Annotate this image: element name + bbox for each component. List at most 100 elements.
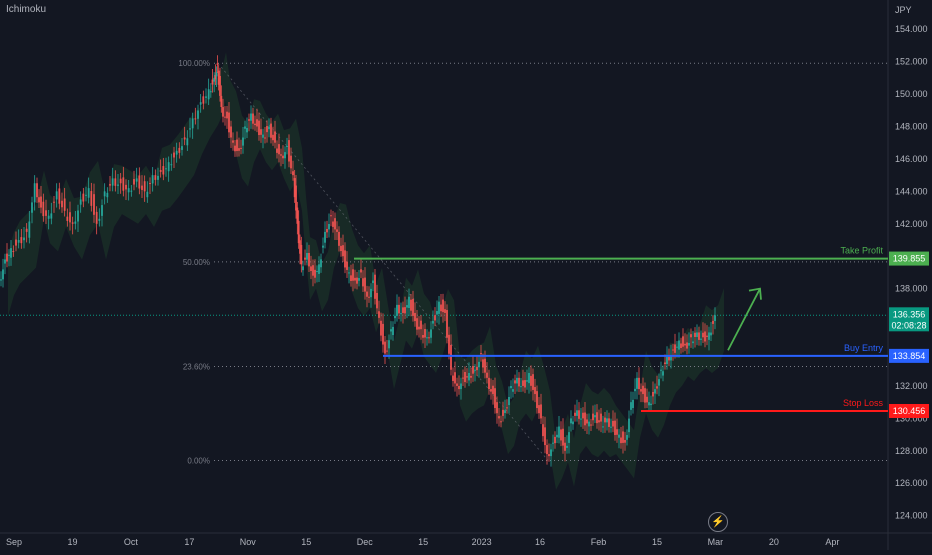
- x-tick-label: Feb: [591, 537, 607, 547]
- indicator-label[interactable]: Ichimoku: [6, 4, 47, 15]
- candle-body: [576, 410, 578, 416]
- candle-body: [280, 154, 282, 156]
- candle-body: [668, 356, 670, 361]
- y-tick-label: 148.000: [895, 121, 928, 131]
- candle-body: [295, 185, 297, 211]
- candle-body: [386, 350, 388, 352]
- candle-body: [526, 380, 528, 382]
- x-tick-label: 17: [184, 537, 194, 547]
- candle-body: [186, 138, 189, 146]
- candle-body: [594, 415, 596, 418]
- candle-body: [109, 184, 111, 186]
- lightning-icon[interactable]: ⚡: [708, 512, 728, 532]
- candle-body: [562, 428, 564, 446]
- stop-loss-label: Stop Loss: [843, 398, 884, 408]
- candle-body: [312, 265, 314, 276]
- candle-body: [630, 402, 632, 410]
- candle-body: [546, 445, 548, 455]
- candle-body: [430, 329, 432, 338]
- projection-arrow-head: [748, 287, 762, 300]
- candle-body: [45, 210, 47, 216]
- candle-body: [63, 198, 66, 211]
- candle-body: [103, 191, 106, 197]
- candle-body: [468, 372, 470, 381]
- candle-body: [300, 244, 303, 265]
- candle-body: [55, 191, 58, 200]
- candle-body: [71, 222, 74, 224]
- candle-body: [586, 419, 588, 424]
- y-tick-label: 150.000: [895, 89, 928, 99]
- candle-body: [209, 91, 212, 93]
- candle-body: [490, 389, 492, 392]
- candle-body: [326, 228, 328, 233]
- x-tick-label: 19: [67, 537, 77, 547]
- candle-body: [199, 102, 202, 105]
- candle-body: [340, 245, 342, 252]
- candle-body: [444, 309, 446, 313]
- candle-body: [590, 424, 592, 426]
- candle-body: [219, 76, 221, 96]
- candle-body: [680, 343, 682, 348]
- y-tick-label: 154.000: [895, 24, 928, 34]
- candle-body: [15, 239, 17, 246]
- candle-body: [276, 148, 278, 153]
- candle-body: [688, 342, 690, 346]
- x-tick-label: Nov: [240, 537, 257, 547]
- candle-body: [658, 379, 660, 386]
- fib-level-label: 0.00%: [187, 457, 210, 466]
- y-tick-label: 138.000: [895, 284, 928, 294]
- candle-body: [258, 120, 260, 136]
- candle-body: [304, 257, 306, 260]
- candle-body: [644, 388, 646, 403]
- candle-body: [422, 335, 424, 338]
- candle-body: [414, 312, 416, 322]
- candle-body: [165, 168, 167, 170]
- currency-label: JPY: [895, 5, 912, 15]
- stop-loss-price-text: 130.456: [893, 406, 926, 416]
- candle-body: [143, 181, 146, 192]
- candle-body: [382, 323, 384, 345]
- candle-body: [434, 315, 436, 321]
- candle-body: [520, 386, 522, 388]
- candle-body: [492, 385, 494, 395]
- y-tick-label: 124.000: [895, 511, 928, 521]
- candle-body: [570, 418, 572, 424]
- candle-body: [584, 412, 586, 426]
- take-profit-label: Take Profit: [840, 246, 883, 256]
- candle-body: [502, 409, 504, 416]
- candle-body: [4, 259, 6, 264]
- y-tick-label: 144.000: [895, 186, 928, 196]
- candle-body: [238, 148, 240, 151]
- candle-body: [462, 377, 464, 379]
- candle-body: [496, 402, 498, 414]
- candle-body: [558, 426, 560, 438]
- candle-body: [170, 164, 173, 166]
- y-tick-label: 126.000: [895, 478, 928, 488]
- candle-body: [666, 356, 668, 364]
- candle-body: [42, 201, 45, 217]
- candle-body: [686, 342, 688, 349]
- candle-body: [442, 299, 444, 313]
- buy-entry-label: Buy Entry: [844, 343, 884, 353]
- candle-body: [574, 412, 576, 416]
- candle-body: [622, 431, 624, 443]
- candle-body: [82, 193, 85, 202]
- candle-body: [482, 359, 484, 368]
- candle-body: [288, 140, 290, 162]
- candle-body: [272, 134, 274, 141]
- candle-body: [0, 279, 2, 281]
- candle-body: [556, 434, 558, 438]
- candle-body: [538, 405, 540, 414]
- candle-body: [446, 310, 448, 338]
- candle-body: [157, 175, 159, 180]
- candle-body: [536, 391, 538, 408]
- candle-body: [700, 338, 702, 340]
- candle-body: [390, 329, 392, 332]
- candle-body: [620, 437, 622, 444]
- candle-body: [207, 89, 210, 100]
- candle-body: [438, 301, 440, 314]
- candle-body: [714, 315, 716, 322]
- candle-body: [61, 200, 63, 208]
